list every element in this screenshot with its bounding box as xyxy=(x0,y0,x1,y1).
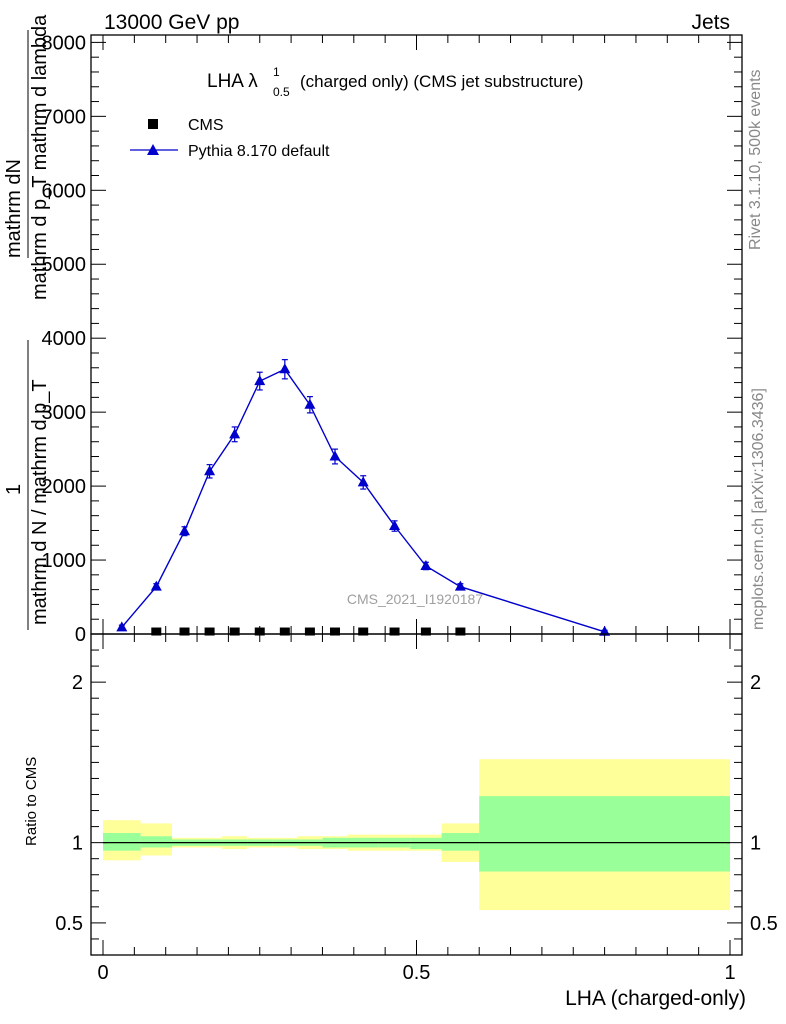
cms-series xyxy=(151,627,466,636)
xtick-label: 1 xyxy=(724,962,735,984)
main-xaxis xyxy=(102,35,731,634)
ratio-ytick-label: 1 xyxy=(72,833,83,855)
ylabel-lower-denominator: mathrm d N / mathrm d p_T xyxy=(29,379,51,625)
pythia-point xyxy=(254,375,266,386)
ratio-yaxis: 0.5 0.5 1 1 2 2 xyxy=(55,649,778,940)
ylabel-frac-one: 1 xyxy=(3,484,25,495)
mcplots-label: mcplots.cern.ch [arXiv:1306.3436] xyxy=(750,388,767,630)
cms-point xyxy=(389,627,400,636)
ytick-label: 0 xyxy=(75,624,86,646)
cms-point xyxy=(329,627,340,636)
ytick-label: 3000 xyxy=(42,402,87,424)
cms-point xyxy=(358,627,369,636)
xtick-label: 0 xyxy=(97,962,108,984)
pythia-point xyxy=(599,625,611,636)
pythia-point xyxy=(304,398,316,409)
pythia-point xyxy=(420,559,432,570)
analysis-watermark: CMS_2021_I1920187 xyxy=(347,591,483,607)
ratio-bands xyxy=(103,759,730,911)
pythia-point xyxy=(279,363,291,374)
pythia-line xyxy=(121,368,605,633)
cms-point xyxy=(420,627,431,636)
ytick-label: 4000 xyxy=(42,328,87,350)
ylabel-numerator: mathrm dN xyxy=(3,159,25,258)
main-yaxis: 0 1000 2000 3000 4000 5000 6000 7000 8000 xyxy=(42,32,742,646)
ytick-label: 8000 xyxy=(42,32,87,54)
cms-point xyxy=(229,627,240,636)
ytick-label: 7000 xyxy=(42,106,87,128)
cms-point xyxy=(279,627,290,636)
ratio-panel: 0.5 0.51 12 2 0 0.5 1 Ratio to CMS LHA (charg… xyxy=(23,633,778,1010)
legend-pythia-label: Pythia 8.170 default xyxy=(188,143,330,160)
legend-pythia-marker xyxy=(147,144,159,155)
pythia-point xyxy=(204,465,216,476)
cms-point xyxy=(304,627,315,636)
plot-title-sup: 1 xyxy=(273,65,280,79)
ratio-ytick-label: 0.5 xyxy=(55,913,83,935)
pythia-point xyxy=(229,428,241,439)
ytick-label: 1000 xyxy=(42,550,87,572)
pythia-series xyxy=(116,359,611,636)
cms-point xyxy=(254,627,265,636)
legend-cms-label: CMS xyxy=(188,117,224,134)
ratio-ytick-label-right: 1 xyxy=(750,833,761,855)
cms-point xyxy=(179,627,190,636)
ratio-band-inner xyxy=(441,833,480,851)
plot-title-sub: 0.5 xyxy=(273,85,290,99)
cms-point xyxy=(204,627,215,636)
pythia-point xyxy=(454,580,466,591)
plot-title-main: LHA λ xyxy=(207,71,258,92)
ytick-label: 6000 xyxy=(42,180,87,202)
pythia-point xyxy=(116,621,128,632)
ratio-ylabel: Ratio to CMS xyxy=(23,757,40,846)
ytick-label: 5000 xyxy=(42,254,87,276)
legend-cms-marker xyxy=(148,119,158,129)
pythia-point xyxy=(329,450,341,461)
pythia-point xyxy=(179,525,191,536)
cms-point xyxy=(151,627,162,636)
ratio-ytick-label-right: 2 xyxy=(750,672,761,694)
legend: CMS Pythia 8.170 default xyxy=(130,117,330,160)
ratio-band-inner xyxy=(140,836,172,848)
ylabel-upper-denominator: mathrm d p_T mathrm d lambda xyxy=(29,14,51,300)
ratio-band-inner xyxy=(410,837,442,850)
pythia-point xyxy=(357,476,369,487)
ratio-ytick-label: 2 xyxy=(72,672,83,694)
ratio-band-inner xyxy=(479,796,730,872)
pythia-point xyxy=(389,520,401,531)
rivet-version-label: Rivet 3.1.10, 500k events xyxy=(747,69,764,250)
xtick-label: 0.5 xyxy=(403,962,431,984)
ratio-ytick-label-right: 0.5 xyxy=(750,913,778,935)
header-energy-label: 13000 GeV pp xyxy=(104,11,239,34)
ratio-band-inner xyxy=(103,833,141,851)
ratio-xaxis: 0 0.5 1 xyxy=(97,634,736,984)
xaxis-label: LHA (charged-only) xyxy=(565,987,746,1010)
ytick-label: 2000 xyxy=(42,476,87,498)
cms-point xyxy=(455,627,466,636)
plot-title-rest: (charged only) (CMS jet substructure) xyxy=(300,72,583,91)
pythia-point xyxy=(150,580,162,591)
header-jets-label: Jets xyxy=(691,11,730,34)
